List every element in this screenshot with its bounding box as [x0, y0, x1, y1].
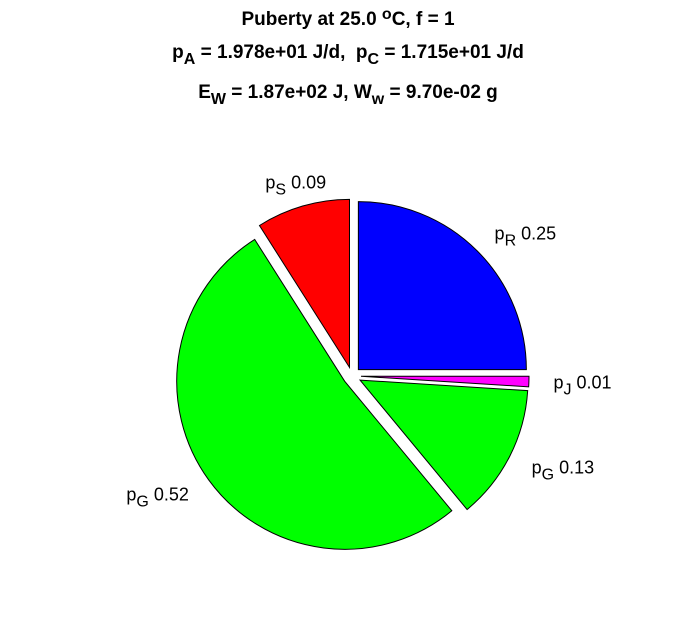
title-part: = 1.978e+01 J/d, p [195, 42, 367, 63]
label-value: 0.52 [154, 484, 189, 504]
slice-label: pS 0.09 [265, 172, 326, 198]
label-name: p [554, 372, 564, 392]
title-part: C, f = 1 [392, 9, 455, 30]
label-sub: J [564, 381, 572, 398]
title-part: o [382, 6, 392, 23]
pie-slice [360, 375, 530, 388]
label-value: 0.01 [577, 372, 612, 392]
pie-slice [176, 238, 453, 550]
label-name: p [126, 484, 136, 504]
chart-title: Puberty at 25.0 oC, f = 1 [241, 6, 454, 30]
title-part: w [371, 91, 385, 108]
label-sub: G [136, 493, 148, 510]
label-value: 0.13 [559, 458, 594, 478]
label-sub: R [505, 232, 517, 249]
title-part: = 9.70e-02 g [384, 82, 498, 103]
pie-slice [358, 379, 529, 511]
title-part: A [184, 51, 196, 68]
label-name: p [495, 223, 505, 243]
chart-title: EW = 1.87e+02 J, Ww = 9.70e-02 g [198, 82, 498, 108]
label-name: p [265, 172, 275, 192]
title-part: Puberty at 25.0 [241, 9, 381, 30]
pie-slice [357, 201, 527, 371]
title-part: = 1.87e+02 J, W [226, 82, 372, 103]
title-part: E [198, 82, 211, 103]
label-name: p [532, 458, 542, 478]
slice-label: pJ 0.01 [554, 372, 612, 398]
pie-slice [258, 198, 350, 370]
slice-label: pG 0.13 [532, 458, 595, 484]
title-part: C [368, 51, 380, 68]
title-part: W [211, 91, 227, 108]
title-part: p [172, 42, 184, 63]
label-value: 0.09 [291, 172, 326, 192]
slice-label: pR 0.25 [495, 223, 557, 249]
label-sub: S [275, 181, 286, 198]
chart-title: pA = 1.978e+01 J/d, pC = 1.715e+01 J/d [172, 42, 524, 68]
slice-label: pG 0.52 [126, 484, 189, 510]
title-part: = 1.715e+01 J/d [379, 42, 524, 63]
label-value: 0.25 [521, 223, 556, 243]
label-sub: G [542, 466, 554, 483]
